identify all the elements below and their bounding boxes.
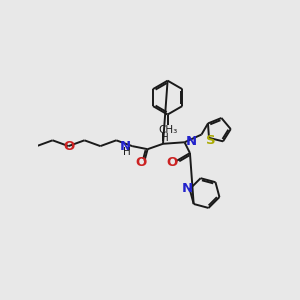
Text: O: O [135,156,146,169]
Text: N: N [182,182,193,195]
Text: H: H [161,134,168,143]
Text: O: O [63,140,74,153]
Text: S: S [206,134,215,147]
Text: N: N [185,135,197,148]
Text: H: H [123,147,131,157]
Text: O: O [167,156,178,169]
Text: N: N [119,140,131,153]
Text: CH₃: CH₃ [158,125,177,135]
